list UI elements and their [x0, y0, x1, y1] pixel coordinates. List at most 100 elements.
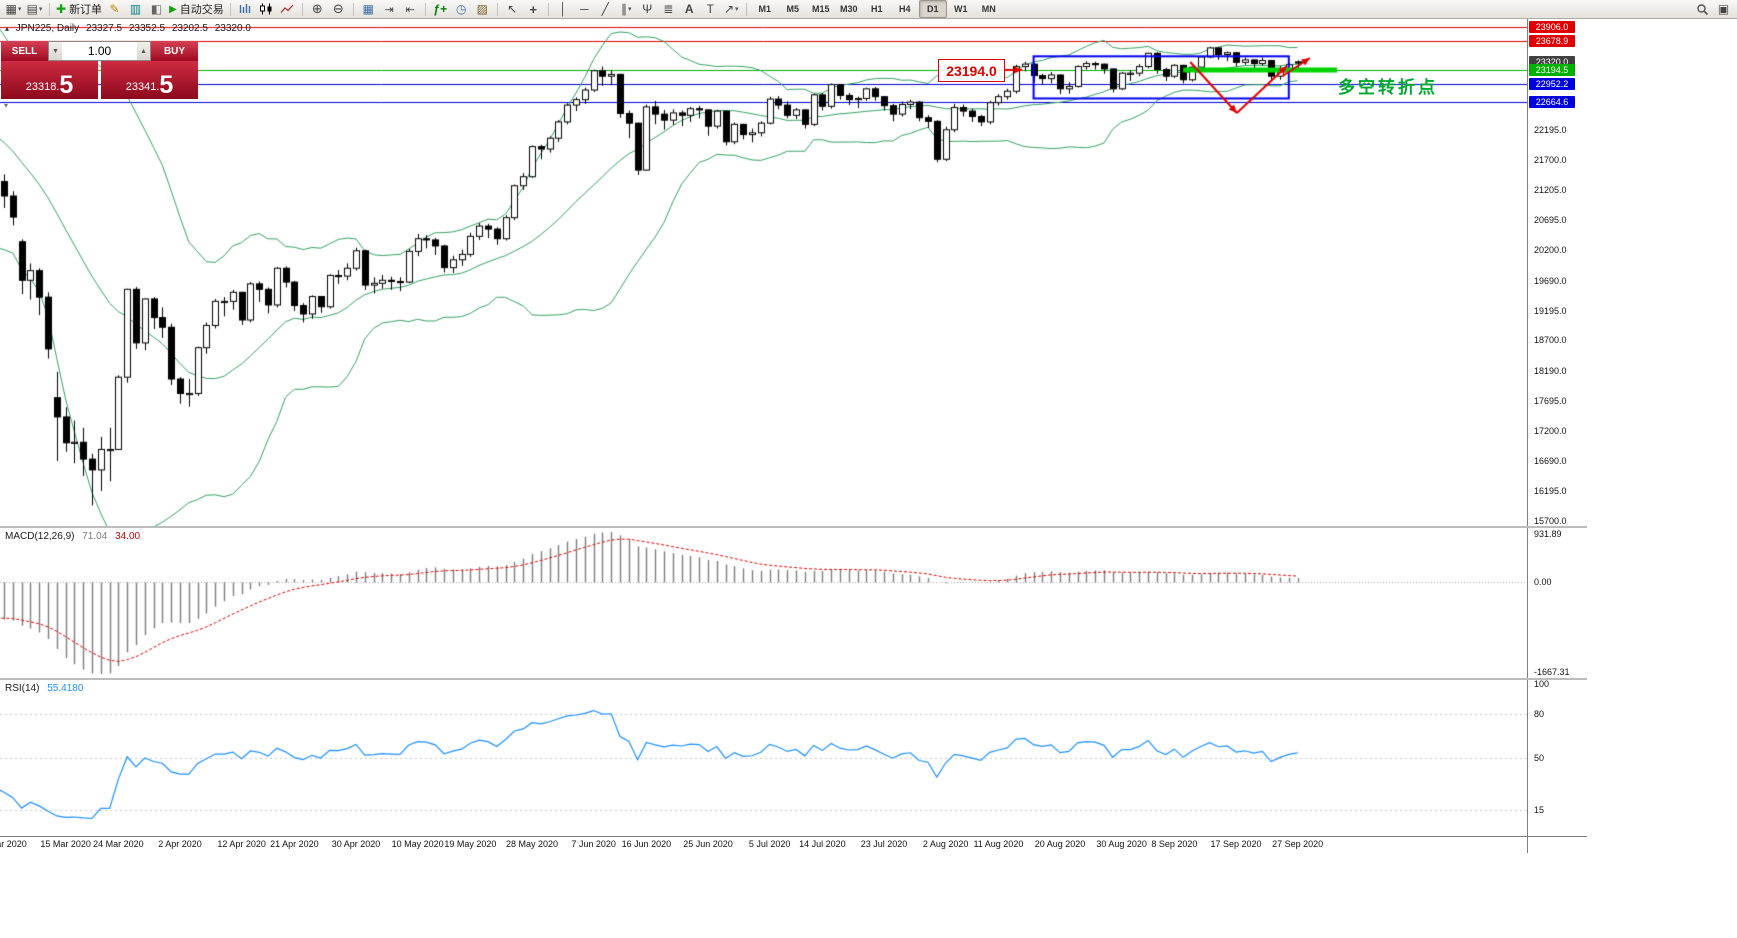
trendline-tool-icon[interactable]: ╱: [601, 2, 609, 16]
volume-stepper[interactable]: ▼ 1.00 ▲: [48, 41, 151, 61]
market-watch-icon[interactable]: ▥: [129, 2, 142, 16]
price-tick-label: 20200.0: [1534, 245, 1567, 256]
level-price-label: 23194.5: [1529, 63, 1575, 76]
date-label: 25 Jun 2020: [683, 839, 733, 849]
turning-point-note[interactable]: 多空转折点: [1338, 78, 1438, 97]
sell-button[interactable]: SELL: [1, 41, 48, 61]
timeframe-h4[interactable]: H4: [899, 4, 911, 14]
date-label: 21 Apr 2020: [270, 839, 319, 849]
ohlc-open: 23327.5: [85, 23, 123, 34]
date-label: 27 Sep 2020: [1272, 839, 1324, 849]
buy-button[interactable]: BUY: [151, 41, 198, 61]
timeframe-m1[interactable]: M1: [758, 4, 772, 14]
price-tick-label: 16690.0: [1534, 456, 1567, 467]
templates-icon[interactable]: ▨: [476, 2, 488, 16]
rsi-name: RSI(14): [5, 683, 40, 694]
one-click-toggle-icon[interactable]: ▾: [4, 101, 9, 110]
search-icon[interactable]: [1692, 1, 1713, 18]
price-callout[interactable]: 23194.0: [938, 59, 1005, 82]
volume-value[interactable]: 1.00: [87, 44, 112, 58]
candlestick-chart-icon[interactable]: [256, 1, 277, 18]
toolbar-separator: [745, 2, 747, 16]
timeframe-d1[interactable]: D1: [918, 0, 947, 18]
line-chart-icon[interactable]: [277, 1, 298, 18]
horizontal-line-tool-icon[interactable]: ─: [580, 2, 589, 16]
fibonacci-tool-icon[interactable]: ≣: [663, 2, 674, 16]
toolbar-separator: [229, 2, 231, 16]
rsi-value: 55.4180: [47, 683, 84, 694]
zoom-out-icon[interactable]: ⊖: [332, 1, 344, 16]
pane-splitter[interactable]: [0, 526, 1587, 528]
toolbar-separator: [496, 2, 498, 16]
timeframe-mn[interactable]: MN: [981, 4, 996, 14]
tile-windows-icon[interactable]: ▦: [362, 2, 374, 16]
sell-price-button[interactable]: 23318. 5: [1, 61, 98, 99]
price-axis[interactable]: 22195.0 21700.0 21205.0 20695.0 20200.0 19690…: [1527, 19, 1588, 853]
price-tick-label: 19690.0: [1534, 275, 1567, 286]
macd-name: MACD(12,26,9): [5, 531, 75, 542]
profiles-icon[interactable]: ▤ ▾: [26, 2, 43, 16]
timeframe-w1[interactable]: W1: [954, 4, 968, 14]
chart-shift-icon[interactable]: ⇤: [405, 3, 415, 16]
cursor-icon[interactable]: ↖: [507, 2, 518, 16]
date-label: 12 Apr 2020: [217, 839, 266, 849]
crosshair-icon[interactable]: +: [529, 1, 538, 17]
new-order-plus-icon: ✚: [56, 2, 67, 16]
sell-price-small: 23318.: [25, 81, 60, 93]
date-label: 7 Jun 2020: [571, 839, 616, 849]
price-tick-label: 21700.0: [1534, 154, 1567, 165]
volume-decrease-icon[interactable]: ▼: [49, 42, 62, 60]
date-axis-border: [0, 836, 1587, 837]
date-label: 23 Jul 2020: [860, 839, 908, 849]
new-chart-icon[interactable]: ▦ ▾: [5, 2, 22, 16]
level-price-label: 22952.2: [1529, 78, 1575, 91]
metaeditor-icon[interactable]: ✎: [109, 2, 120, 16]
price-tick-label: 19195.0: [1534, 305, 1567, 316]
toolbar-separator: [424, 2, 426, 16]
indicators-icon[interactable]: ƒ+: [433, 2, 448, 16]
text-tool-icon[interactable]: A: [684, 2, 694, 16]
ohlc-close: 23320.0: [214, 23, 251, 34]
channel-tool-icon[interactable]: ∥ ▾: [621, 2, 632, 16]
bar-chart-icon[interactable]: [235, 1, 256, 18]
price-tick-label: 18190.0: [1534, 366, 1567, 377]
date-label: 14 Jul 2020: [799, 839, 846, 849]
date-label: 19 May 2020: [444, 839, 497, 849]
rsi-axis-label: 15: [1534, 804, 1545, 815]
macd-axis-zero: 0.00: [1534, 577, 1552, 588]
buy-price-button[interactable]: 23341. 5: [101, 61, 198, 99]
price-tick-label: 22195.0: [1534, 125, 1567, 136]
date-label: 16 Jun 2020: [621, 839, 672, 849]
timeframe-m5[interactable]: M5: [786, 4, 800, 14]
arrows-tool-icon[interactable]: ↗ ▾: [723, 2, 739, 16]
new-order-label: 新订单: [69, 4, 103, 16]
auto-scroll-icon[interactable]: ⇥: [384, 3, 394, 16]
zoom-in-icon[interactable]: ⊕: [311, 1, 323, 16]
pitchfork-tool-icon[interactable]: Ψ: [642, 2, 653, 16]
volume-increase-icon[interactable]: ▲: [137, 42, 150, 60]
price-tick-label: 15700.0: [1534, 516, 1567, 527]
rsi-axis-label: 50: [1534, 753, 1545, 763]
rsi-pane-canvas[interactable]: [0, 680, 1527, 836]
new-order-button[interactable]: ✚ 新订单: [54, 1, 104, 18]
periods-icon[interactable]: ◷: [456, 2, 467, 16]
pane-splitter[interactable]: [0, 678, 1587, 680]
date-label: 30 Apr 2020: [331, 839, 381, 849]
macd-pane-canvas[interactable]: [0, 528, 1527, 678]
timeframe-m15[interactable]: M15: [812, 4, 830, 14]
price-tick-label: 21205.0: [1534, 184, 1567, 195]
date-label: 11 Aug 2020: [973, 839, 1024, 849]
timeframe-h1[interactable]: H1: [871, 4, 883, 14]
navigator-icon[interactable]: ◧: [150, 2, 163, 16]
main-toolbar: ▦ ▾ ▤ ▾ ✚ 新订单 ✎ ▥ ◧ ▶ 自动交易 ⊕ ⊖ ▦ ⇥ ⇤ ƒ+ ◷ …: [0, 0, 1737, 19]
autotrading-button[interactable]: ▶ 自动交易: [167, 1, 226, 18]
timeframe-m30[interactable]: M30: [840, 4, 858, 14]
rsi-axis-label: 80: [1534, 708, 1545, 719]
price-chart-canvas[interactable]: [0, 19, 1527, 526]
price-tick-label: 20695.0: [1534, 215, 1567, 226]
arrange-windows-icon[interactable]: ▣: [1717, 2, 1730, 16]
ohlc-low: 23202.5: [171, 23, 208, 34]
label-tool-icon[interactable]: T: [706, 2, 714, 16]
vertical-line-tool-icon[interactable]: │: [559, 2, 568, 16]
